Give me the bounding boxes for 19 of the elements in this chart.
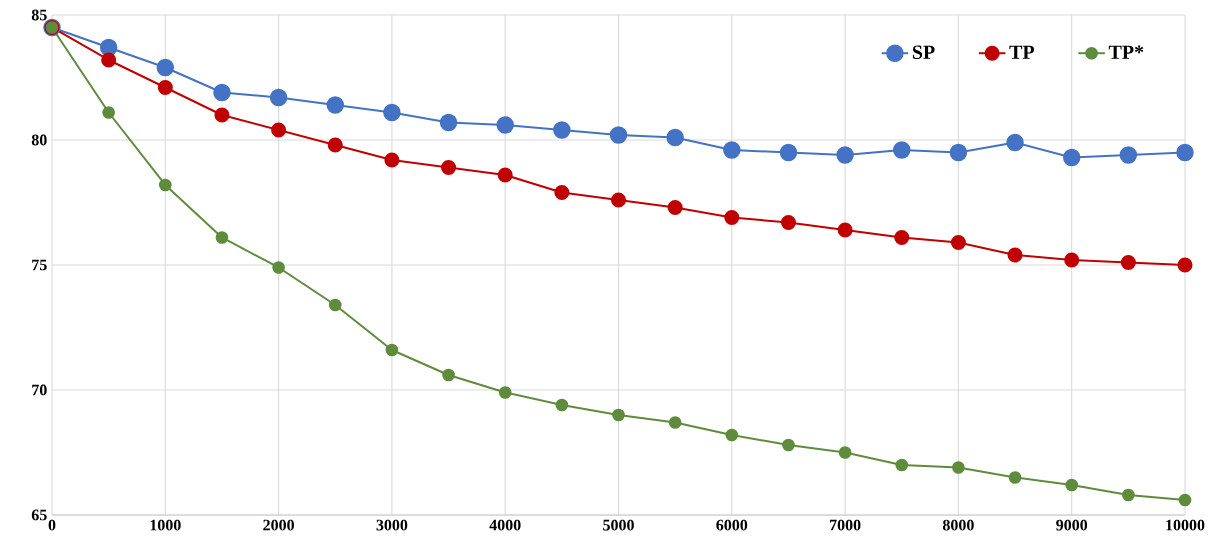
x-tick-label: 0 (48, 519, 56, 531)
y-tick-label: 70 (32, 384, 47, 396)
legend-label: TP* (1108, 45, 1144, 59)
y-tick-label: 65 (31, 509, 47, 521)
x-tick-label: 10000 (1166, 519, 1205, 531)
legend-label: SP (912, 45, 935, 60)
x-tick-label: 2000 (263, 519, 294, 531)
x-tick-label: 4000 (489, 519, 521, 531)
x-tick-label: 5000 (603, 519, 634, 531)
x-tick-label: 9000 (1056, 519, 1088, 531)
x-tick-label: 8000 (942, 519, 974, 531)
y-tick-label: 80 (31, 134, 47, 146)
x-tick-label: 7000 (830, 519, 861, 531)
x-tick-label: 3000 (376, 519, 408, 531)
legend-label: TP (1009, 45, 1035, 59)
y-tick-label: 75 (32, 259, 47, 271)
y-tick-label: 85 (31, 9, 47, 21)
x-tick-label: 6000 (716, 519, 748, 531)
x-tick-label: 1000 (150, 519, 181, 531)
